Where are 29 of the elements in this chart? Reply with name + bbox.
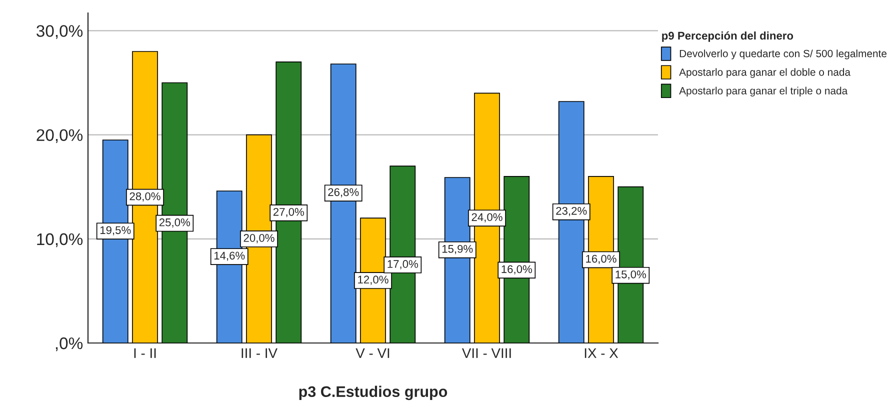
data-label: 20,0% (244, 234, 274, 244)
data-label: 27,0% (273, 208, 304, 218)
data-label: 23,2% (556, 206, 587, 216)
legend-title: p9 Percepción del dinero (662, 31, 794, 42)
y-tick-label: 10,0% (37, 233, 83, 248)
data-label: 28,0% (130, 192, 160, 202)
y-tick-label: ,0% (56, 337, 83, 352)
data-label: 14,6% (214, 252, 245, 261)
legend-label: Devolverlo y quedarte con S/ 500 legalmente (680, 50, 886, 60)
data-label: 16,0% (586, 254, 616, 264)
data-label: 12,0% (358, 276, 388, 285)
data-label: 25,0% (159, 218, 190, 228)
data-label: 26,8% (328, 188, 359, 198)
data-label: 16,0% (502, 265, 532, 274)
data-label: 24,0% (472, 213, 502, 222)
x-tick-label: IX - X (584, 348, 618, 358)
data-label: 17,0% (388, 260, 418, 270)
x-axis-title: p3 C.Estudios grupo (299, 386, 448, 400)
legend-label: Apostarlo para ganar el triple o nada (679, 86, 848, 96)
data-label: 15,9% (442, 244, 473, 254)
x-tick-label: III - IV (242, 348, 278, 358)
y-tick-label: 30,0% (36, 25, 83, 39)
data-label: 19,5% (100, 226, 131, 236)
y-tick-label: 20,0% (36, 129, 83, 143)
x-tick-label: VII - VIII (462, 348, 511, 358)
legend-label: Apostarlo para ganar el doble o nada (679, 68, 851, 78)
x-tick-label: V - VI (356, 348, 390, 358)
data-label: 15,0% (616, 270, 646, 280)
x-tick-label: I - II (134, 348, 156, 358)
